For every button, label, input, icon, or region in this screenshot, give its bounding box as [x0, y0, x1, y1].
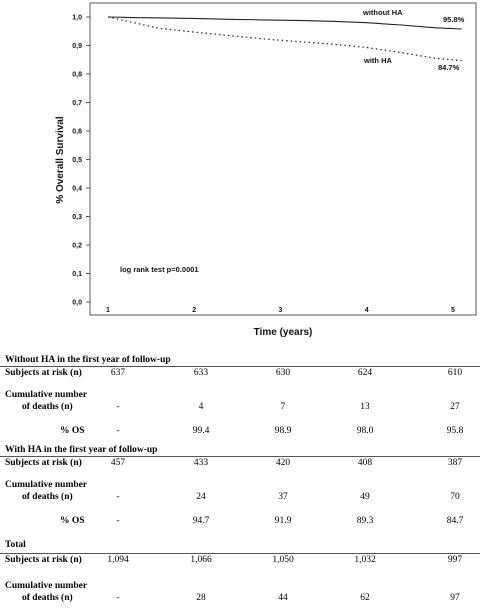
x-tick-label: 1 [106, 307, 110, 314]
table-cell: 420 [275, 458, 291, 468]
table-cell: 44 [278, 593, 288, 603]
table-divider [0, 456, 480, 457]
table-cell: 49 [360, 492, 370, 502]
series-name-label: with HA [363, 56, 392, 65]
table-section-title: Without HA in the first year of follow-u… [5, 355, 171, 365]
y-tick-label: 0,1 [72, 271, 82, 278]
table-cell: 457 [110, 458, 126, 468]
x-tick-label: 5 [451, 307, 455, 314]
table-cell: 95.8 [446, 426, 464, 436]
row-label: Cumulative number [5, 390, 88, 400]
plot-frame [89, 2, 477, 316]
table-cell: 7 [280, 402, 286, 412]
series-layer [107, 16, 462, 62]
row-label: Subjects at risk (n) [5, 555, 82, 565]
table-cell: 37 [278, 492, 288, 502]
table-cell: 98.0 [356, 426, 374, 436]
table-cell: 1,050 [272, 555, 294, 565]
y-tick-label: 0,4 [72, 186, 82, 193]
y-tick-label: 1,0 [72, 15, 82, 22]
table-cell: 624 [357, 368, 373, 378]
row-label: of deaths (n) [22, 492, 73, 502]
table-row: % OS - 99.4 98.9 98.0 95.8 [0, 426, 480, 440]
series-end-label: 84.7% [438, 63, 460, 72]
row-label: of deaths (n) [22, 402, 73, 412]
table-cell: 433 [193, 458, 209, 468]
table-cell: 4 [198, 402, 204, 412]
logrank-annotation: log rank test p=0.0001 [120, 265, 199, 274]
table-cell: 91.9 [274, 516, 292, 526]
table-divider [0, 553, 480, 554]
table-cell: 28 [196, 593, 206, 603]
table-cell: 98.9 [274, 426, 292, 436]
x-tick-label: 3 [279, 307, 283, 314]
series-line-without-ha [107, 16, 462, 30]
table-cell: 997 [447, 555, 463, 565]
table-cell: - [116, 492, 120, 502]
table-cell: - [116, 593, 120, 603]
row-label: Subjects at risk (n) [5, 368, 82, 378]
row-label: % OS [60, 426, 85, 436]
y-tick-label: 0,7 [72, 100, 82, 107]
table-cell: 27 [450, 402, 460, 412]
row-label: of deaths (n) [22, 593, 73, 603]
risk-table: Without HA in the first year of follow-u… [0, 355, 480, 615]
table-cell: 89.3 [356, 516, 374, 526]
series-end-label: 95.8% [443, 15, 465, 24]
table-section-title: Total [5, 540, 26, 550]
table-cell: 1,066 [190, 555, 212, 565]
table-cell: 70 [450, 492, 460, 502]
row-label: Cumulative number [5, 581, 88, 591]
y-tick-label: 0,3 [72, 214, 82, 221]
table-row: Subjects at risk (n) 457 433 420 408 387 [0, 458, 480, 472]
row-label: Cumulative number [5, 480, 88, 490]
table-cell: 630 [275, 368, 291, 378]
table-row: Cumulative number of deaths (n) - 24 37 49 70 [0, 480, 480, 506]
table-row: Subjects at risk (n) 637 633 630 624 610 [0, 368, 480, 382]
table-cell: - [116, 426, 120, 436]
series-label-layer: without HA 95.8% with HA 84.7% [362, 8, 465, 72]
table-cell: 633 [193, 368, 209, 378]
series-name-label: without HA [362, 8, 403, 17]
x-axis: 1 2 3 4 5 [106, 307, 455, 314]
table-cell: 94.7 [192, 516, 210, 526]
x-tick-label: 4 [365, 307, 369, 314]
table-cell: 99.4 [192, 426, 210, 436]
y-tick-label: 0,5 [72, 157, 82, 164]
table-row: Cumulative number of deaths (n) - 28 44 62 97 [0, 581, 480, 607]
table-row: Subjects at risk (n) 1,094 1,066 1,050 1,032… [0, 555, 480, 569]
row-label: % OS [60, 516, 85, 526]
table-cell: 387 [447, 458, 463, 468]
table-cell: 1,094 [107, 555, 129, 565]
table-cell: - [116, 402, 120, 412]
table-cell: 637 [110, 368, 126, 378]
table-cell: 1,032 [354, 555, 376, 565]
table-cell: 610 [447, 368, 463, 378]
table-cell: 84.7 [446, 516, 464, 526]
y-tick-label: 0,9 [72, 43, 82, 50]
y-tick-label: 0,2 [72, 243, 82, 250]
x-axis-title: Time (years) [254, 327, 313, 338]
table-cell: 408 [357, 458, 373, 468]
table-divider [0, 366, 480, 367]
table-cell: 13 [360, 402, 370, 412]
y-axis: 0,0 0,1 0,2 0,3 0,4 0,5 0,6 0,7 0,8 0,9 1,0 [72, 15, 90, 307]
row-label: Subjects at risk (n) [5, 458, 82, 468]
table-cell: 62 [360, 593, 370, 603]
table-row: % OS - 94.7 91.9 89.3 84.7 [0, 516, 480, 530]
y-tick-label: 0,6 [72, 129, 82, 136]
y-tick-label: 0,8 [72, 72, 82, 79]
table-cell: 24 [196, 492, 206, 502]
y-axis-title: % Overall Survival [55, 116, 66, 203]
table-cell: 97 [450, 593, 460, 603]
table-section-title: With HA in the first year of follow-up [5, 445, 158, 455]
x-tick-label: 2 [192, 307, 196, 314]
table-row: Cumulative number of deaths (n) - 4 7 13 27 [0, 390, 480, 416]
y-tick-label: 0,0 [72, 300, 82, 307]
series-line-with-ha [107, 16, 462, 62]
table-cell: - [116, 516, 120, 526]
